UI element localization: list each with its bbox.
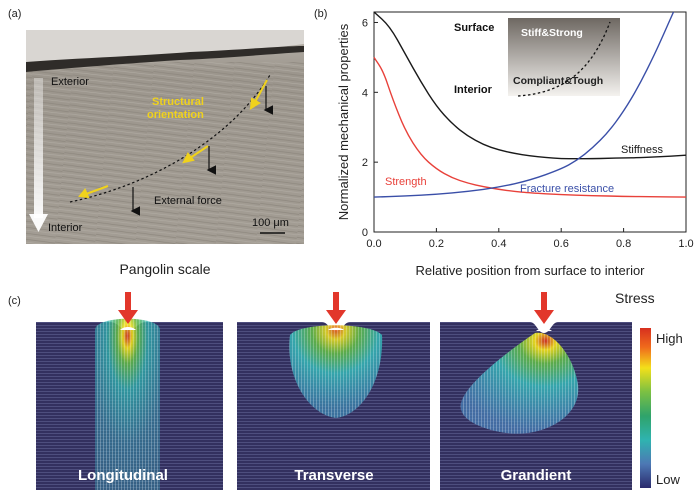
stress-title: Stress xyxy=(615,290,655,306)
legend-high: High xyxy=(656,331,683,346)
fracture-label: Fracture resistance xyxy=(520,183,614,195)
panel-a: (a) Exterior Interior Structural orienta… xyxy=(8,8,304,277)
x-tick-label-5: 1.0 xyxy=(678,238,693,250)
panel-c-label: (c) xyxy=(8,295,21,307)
inset-gradient xyxy=(508,18,620,96)
depth-arrow xyxy=(34,78,43,218)
inset-surface-label: Surface xyxy=(454,22,494,34)
y-axis-label: Normalized mechanical properties xyxy=(336,23,351,220)
legend-low: Low xyxy=(656,472,680,487)
stress-map-longitudinal: Longitudinal xyxy=(36,292,223,490)
orientation-arrows xyxy=(78,79,268,199)
property-chart: 0.0 0.2 0.4 0.6 0.8 1.0 0 2 4 6 Relative position … xyxy=(336,11,694,278)
x-tick-label-0: 0.0 xyxy=(366,238,381,250)
panel-name-transverse: Transverse xyxy=(294,467,373,484)
x-tick-label-4: 0.8 xyxy=(616,238,631,250)
series-line-strength xyxy=(373,57,687,198)
panel-c: (c) Stress Longitudinal Transverse xyxy=(8,290,683,490)
y-tick-label-0: 0 xyxy=(362,227,368,239)
x-axis-label: Relative position from surface to interi… xyxy=(415,263,645,278)
micrograph xyxy=(26,30,304,244)
x-tick-label-2: 0.4 xyxy=(491,238,506,250)
structural-orientation-label-1: Structural xyxy=(152,96,204,108)
stress-map-gradient: Grandient xyxy=(440,292,632,490)
panel-name-longitudinal: Longitudinal xyxy=(78,467,168,484)
scale-bar-label: 100 μm xyxy=(252,217,289,229)
panel-b-label: (b) xyxy=(314,8,327,20)
series-line-fracture-resistance xyxy=(373,11,675,198)
orientation-curve xyxy=(69,74,271,203)
plot-frame xyxy=(373,11,687,233)
interior-label: Interior xyxy=(48,222,83,234)
stress-map-transverse: Transverse xyxy=(237,292,430,490)
stress-legend: High Low xyxy=(640,328,683,488)
panel-a-caption: Pangolin scale xyxy=(119,261,210,277)
inset-compliant-tough: Compliant&Tough xyxy=(513,75,603,87)
inset-stiff-strong: Stiff&Strong xyxy=(521,27,583,39)
panel-b: (b) 0.0 0.2 0.4 0.6 0.8 1.0 0 2 4 6 Relative posit… xyxy=(314,8,694,278)
y-tick-label-3: 6 xyxy=(362,17,368,29)
series-line-stiffness xyxy=(373,11,687,160)
y-tick-label-1: 2 xyxy=(362,157,368,169)
exterior-label: Exterior xyxy=(51,76,89,88)
structural-orientation-label-2: orientation xyxy=(147,109,204,121)
inset: Surface Interior Stiff&Strong Compliant&… xyxy=(454,18,620,97)
y-tick-label-2: 4 xyxy=(362,87,368,99)
external-force-label: External force xyxy=(154,195,222,207)
panel-a-label: (a) xyxy=(8,8,21,20)
panel-name-gradient: Grandient xyxy=(501,467,572,484)
strength-label: Strength xyxy=(385,176,427,188)
x-tick-label-1: 0.2 xyxy=(429,238,444,250)
stiffness-label: Stiffness xyxy=(621,144,663,156)
inset-interior-label: Interior xyxy=(454,84,493,96)
stress-color-scale xyxy=(640,328,651,488)
x-tick-label-3: 0.6 xyxy=(554,238,569,250)
external-force-arrows xyxy=(130,86,274,216)
